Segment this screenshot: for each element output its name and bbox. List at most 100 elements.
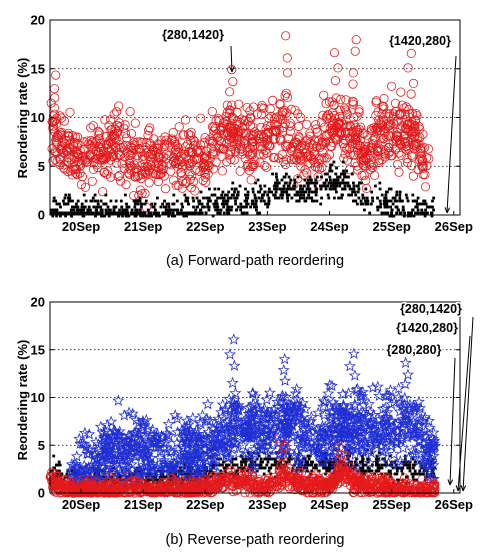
data-point	[104, 202, 107, 206]
data-point	[111, 129, 122, 139]
data-point	[428, 440, 441, 452]
data-point	[394, 205, 398, 209]
data-point	[315, 190, 318, 194]
data-point	[253, 193, 257, 197]
data-point	[262, 447, 275, 460]
data-point	[183, 428, 196, 440]
data-point	[238, 184, 242, 188]
data-point	[187, 202, 190, 206]
data-point	[286, 187, 289, 191]
data-point	[405, 109, 415, 119]
data-point	[114, 487, 124, 497]
data-point	[350, 460, 353, 464]
data-point	[339, 460, 342, 464]
data-point	[71, 461, 84, 473]
data-point	[112, 472, 116, 476]
data-point	[406, 89, 416, 99]
data-point	[327, 196, 331, 200]
data-point	[133, 202, 137, 206]
data-point	[182, 214, 186, 218]
data-point	[271, 395, 284, 408]
data-point	[381, 418, 394, 431]
data-point	[50, 211, 54, 215]
data-point	[267, 469, 271, 473]
data-point	[295, 440, 308, 453]
data-point	[84, 211, 88, 215]
data-point	[295, 199, 299, 203]
data-point	[296, 396, 309, 409]
data-point	[72, 211, 75, 215]
data-point	[377, 205, 381, 209]
data-point	[417, 143, 427, 153]
data-point	[142, 211, 146, 215]
data-point	[296, 112, 306, 123]
data-point	[336, 117, 347, 127]
data-point	[330, 76, 340, 86]
data-point	[251, 187, 255, 191]
data-point	[174, 159, 184, 169]
data-point	[130, 413, 143, 426]
data-point	[65, 107, 75, 117]
data-point	[318, 460, 321, 464]
data-point	[153, 451, 166, 464]
data-point	[207, 122, 218, 132]
data-point	[133, 214, 137, 218]
data-point	[384, 193, 388, 197]
data-point	[354, 105, 364, 115]
data-point	[316, 117, 327, 127]
data-point	[320, 196, 323, 200]
data-point	[245, 411, 258, 423]
data-point	[379, 401, 392, 414]
data-point	[299, 460, 303, 464]
data-point	[246, 202, 250, 206]
data-point	[244, 193, 247, 197]
data-point	[346, 181, 350, 185]
data-point	[70, 450, 83, 462]
data-point	[314, 178, 318, 182]
data-point	[75, 161, 86, 171]
data-point	[414, 472, 418, 476]
data-point	[414, 211, 417, 215]
data-point	[389, 119, 399, 129]
data-point	[262, 466, 266, 470]
data-point	[112, 466, 116, 470]
data-point	[360, 181, 363, 185]
data-point	[352, 133, 362, 143]
data-point	[302, 190, 306, 194]
data-point	[251, 402, 264, 414]
data-point	[52, 211, 56, 215]
data-point	[378, 104, 388, 114]
data-point	[272, 184, 276, 188]
data-point	[61, 145, 72, 155]
data-point	[310, 120, 321, 130]
data-point	[149, 478, 152, 482]
data-point	[72, 169, 82, 180]
data-point	[201, 177, 211, 187]
data-point	[386, 81, 397, 91]
data-point	[378, 199, 382, 203]
data-point	[334, 120, 344, 130]
data-point	[177, 211, 180, 215]
data-point	[295, 151, 305, 161]
data-point	[215, 202, 219, 206]
data-point	[211, 445, 224, 458]
data-point	[328, 466, 332, 470]
data-point	[360, 469, 363, 473]
data-point	[199, 190, 203, 194]
data-point	[201, 205, 204, 209]
data-point	[240, 460, 243, 464]
data-point	[319, 420, 332, 433]
data-point	[377, 429, 390, 442]
data-point	[378, 187, 382, 191]
data-point	[267, 457, 271, 461]
x-tick-label: 25Sep	[373, 219, 411, 234]
data-point	[58, 137, 68, 147]
data-point	[248, 160, 258, 170]
data-point	[279, 390, 292, 403]
data-point	[203, 205, 206, 209]
data-point	[375, 454, 379, 458]
data-point	[396, 150, 406, 160]
y-tick-label: 15	[31, 61, 45, 76]
data-point	[128, 472, 132, 476]
